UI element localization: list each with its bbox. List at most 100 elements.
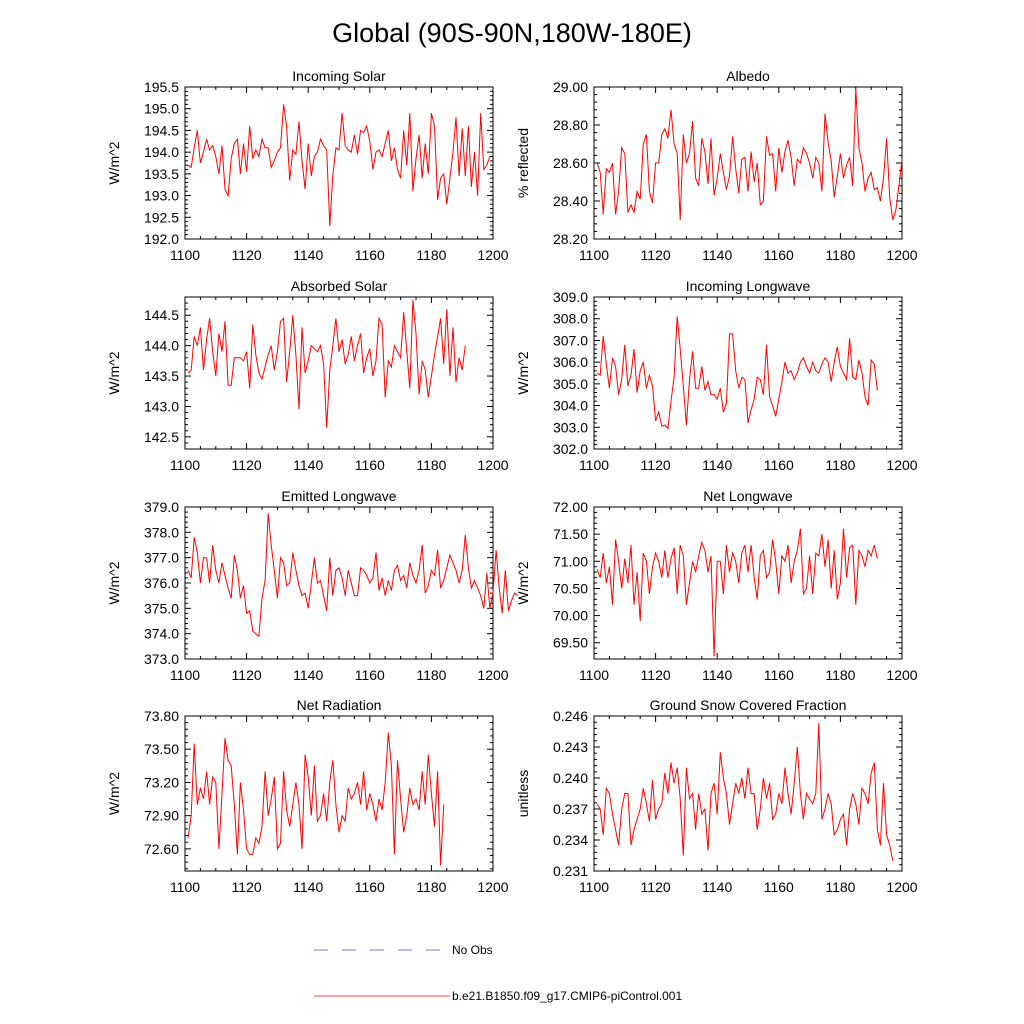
panel-net-longwave: Net Longwave W/m^2 1100 1120 1140 1160 1180 120… (515, 488, 918, 683)
plot-frame (184, 506, 494, 660)
x-tick-label: 1100 (170, 667, 200, 683)
x-tick-label: 1200 (477, 247, 508, 263)
y-tick-label: 71.50 (553, 526, 588, 542)
x-tick-label: 1200 (886, 667, 917, 683)
y-tick-label: 28.20 (553, 231, 588, 247)
y-tick-label: 195.5 (144, 79, 179, 95)
y-axis-label: W/m^2 (106, 351, 122, 394)
series-line-ground-snow-covered-fraction (596, 723, 894, 861)
series-line-incoming-solar (187, 104, 491, 227)
panel-title: Incoming Longwave (686, 278, 811, 294)
y-tick-label: 308.0 (553, 311, 588, 327)
y-tick-label: 0.246 (553, 708, 588, 724)
panels: Incoming Solar W/m^2 1100 1120 1140 1160 1180 1… (106, 68, 918, 895)
panel-ground-snow-covered-fraction: Ground Snow Covered Fraction unitless 1100… (515, 697, 918, 895)
y-tick-label: 73.50 (144, 741, 179, 757)
y-tick-label: 192.5 (144, 209, 179, 225)
y-tick-label: 194.0 (144, 144, 179, 160)
x-tick-label: 1180 (825, 667, 855, 683)
x-tick-label: 1140 (293, 457, 323, 473)
x-tick-label: 1180 (825, 457, 855, 473)
y-tick-label: 378.0 (144, 524, 179, 540)
y-tick-label: 29.00 (553, 79, 588, 95)
x-tick-label: 1200 (477, 457, 508, 473)
x-tick-label: 1120 (641, 667, 671, 683)
x-tick-label: 1200 (477, 667, 508, 683)
y-tick-label: 0.231 (553, 863, 588, 879)
y-tick-label: 376.0 (144, 575, 179, 591)
series-line-net-radiation (187, 732, 445, 866)
y-axis-label: % reflected (515, 128, 531, 198)
panel-title: Absorbed Solar (291, 278, 388, 294)
series-line-net-longwave (596, 528, 878, 657)
x-tick-label: 1140 (702, 247, 732, 263)
y-tick-label: 306.0 (553, 354, 588, 370)
y-tick-label: 72.90 (144, 808, 179, 824)
x-tick-label: 1160 (764, 457, 794, 473)
y-tick-label: 28.40 (553, 193, 588, 209)
y-tick-label: 0.237 (553, 801, 588, 817)
x-tick-label: 1100 (579, 457, 609, 473)
y-tick-label: 28.60 (553, 155, 588, 171)
y-tick-label: 379.0 (144, 499, 179, 515)
y-tick-label: 143.0 (144, 398, 179, 414)
x-tick-label: 1100 (170, 457, 200, 473)
y-tick-label: 375.0 (144, 600, 179, 616)
y-tick-label: 304.0 (553, 398, 588, 414)
x-tick-label: 1140 (293, 247, 323, 263)
y-tick-label: 144.0 (144, 338, 179, 354)
y-axis-label: W/m^2 (106, 772, 122, 815)
y-tick-label: 72.00 (553, 499, 588, 515)
series-line-absorbed-solar (187, 299, 466, 428)
x-tick-label: 1160 (764, 879, 794, 895)
panel-title: Net Radiation (297, 697, 382, 713)
y-tick-label: 28.80 (553, 117, 588, 133)
x-tick-label: 1180 (825, 247, 855, 263)
plot-frame (593, 506, 903, 660)
x-tick-label: 1180 (416, 247, 446, 263)
x-tick-label: 1140 (702, 457, 732, 473)
y-tick-label: 0.240 (553, 770, 588, 786)
series-line-albedo (596, 88, 903, 221)
y-tick-label: 73.20 (144, 774, 179, 790)
x-tick-label: 1120 (232, 247, 262, 263)
x-tick-label: 1160 (355, 879, 385, 895)
figure-title: Global (90S-90N,180W-180E) (332, 18, 692, 48)
y-tick-label: 144.5 (144, 307, 179, 323)
panel-title: Incoming Solar (292, 68, 386, 84)
legend: No Obs b.e21.B1850.f09_g17.CMIP6-piContr… (314, 943, 682, 1003)
y-tick-label: 69.50 (553, 635, 588, 651)
panel-incoming-longwave: Incoming Longwave W/m^2 1100 1120 1140 1160 11… (515, 278, 918, 473)
x-tick-label: 1120 (641, 247, 671, 263)
x-tick-label: 1120 (232, 879, 262, 895)
y-tick-label: 142.5 (144, 429, 179, 445)
y-axis-label: W/m^2 (106, 561, 122, 604)
y-tick-label: 303.0 (553, 419, 588, 435)
panel-title: Ground Snow Covered Fraction (650, 697, 847, 713)
y-tick-label: 192.0 (144, 231, 179, 247)
y-tick-label: 143.5 (144, 368, 179, 384)
panel-emitted-longwave: Emitted Longwave W/m^2 1100 1120 1140 1160 118… (106, 488, 518, 683)
panel-absorbed-solar: Absorbed Solar W/m^2 1100 1120 1140 1160 1180 1… (106, 278, 509, 473)
series-line-incoming-longwave (596, 316, 878, 430)
y-axis-label: W/m^2 (515, 351, 531, 394)
plot-frame (184, 715, 494, 872)
plot-frame (593, 86, 903, 240)
x-tick-label: 1160 (355, 457, 385, 473)
y-tick-label: 373.0 (144, 651, 179, 667)
y-tick-label: 194.5 (144, 122, 179, 138)
x-tick-label: 1200 (886, 247, 917, 263)
y-tick-label: 0.243 (553, 739, 588, 755)
x-tick-label: 1160 (764, 667, 794, 683)
x-tick-label: 1180 (825, 879, 855, 895)
panel-incoming-solar: Incoming Solar W/m^2 1100 1120 1140 1160 1180 1… (106, 68, 509, 263)
x-tick-label: 1140 (702, 667, 732, 683)
x-tick-label: 1100 (579, 667, 609, 683)
x-tick-label: 1100 (579, 879, 609, 895)
x-tick-label: 1180 (416, 457, 446, 473)
panel-title: Net Longwave (703, 488, 793, 504)
y-tick-label: 309.0 (553, 289, 588, 305)
y-axis-label: W/m^2 (106, 141, 122, 184)
x-tick-label: 1180 (416, 879, 446, 895)
